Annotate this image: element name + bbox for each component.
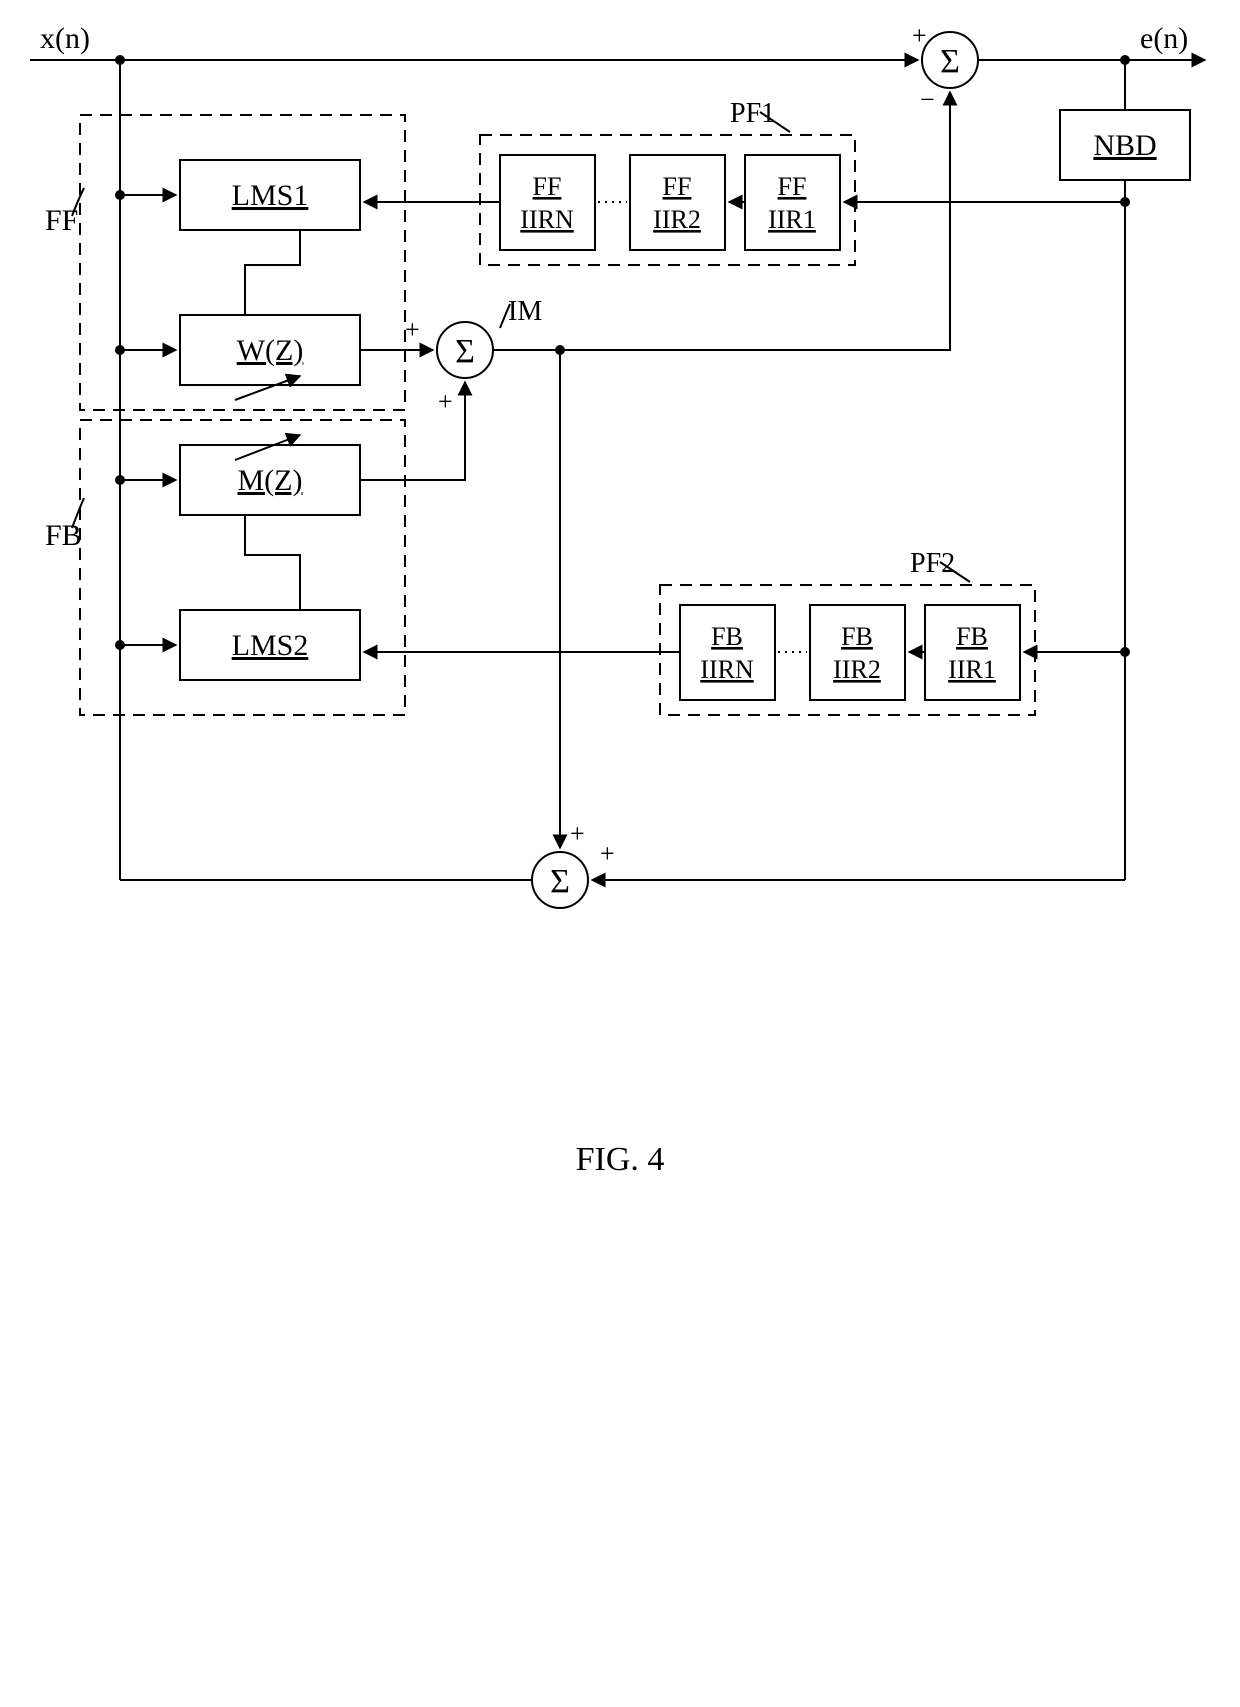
- sigma-glyph-im: Σ: [455, 333, 475, 370]
- sigma-glyph-fb: Σ: [550, 863, 570, 900]
- fb-iirn-l1: FB: [711, 622, 743, 651]
- ff-iir2-l1: FF: [663, 172, 692, 201]
- plus-fb-top: +: [570, 819, 585, 848]
- ff-iirn-block: [500, 155, 595, 250]
- ff-iir1-block: [745, 155, 840, 250]
- input-signal-label: x(n): [40, 22, 90, 55]
- ff-iir2-block: [630, 155, 725, 250]
- fb-iir1-l2: IIR1: [948, 655, 996, 684]
- pf1-label: PF1: [730, 98, 775, 129]
- lms2-label: LMS2: [232, 629, 309, 662]
- wire-mz-to-lms2: [245, 515, 300, 610]
- ff-iirn-l2: IIRN: [520, 205, 574, 234]
- plus-fb-right: +: [600, 839, 615, 868]
- fb-iirn-l2: IIRN: [700, 655, 754, 684]
- fb-iir2-l1: FB: [841, 622, 873, 651]
- tap-nbd: [1120, 55, 1130, 65]
- fb-iir2-l2: IIR2: [833, 655, 881, 684]
- pf2-label: PF2: [910, 548, 955, 579]
- output-signal-label: e(n): [1140, 22, 1188, 55]
- fb-iirn-block: [680, 605, 775, 700]
- ff-iir1-l1: FF: [778, 172, 807, 201]
- plus-main-left: +: [912, 21, 927, 50]
- wz-label: W(Z): [237, 334, 304, 367]
- fb-iir1-block: [925, 605, 1020, 700]
- fb-iir1-l1: FB: [956, 622, 988, 651]
- fb-iir2-block: [810, 605, 905, 700]
- lms1-label: LMS1: [232, 179, 309, 212]
- sigma-glyph-main: Σ: [940, 43, 960, 80]
- ff-iirn-l1: FF: [533, 172, 562, 201]
- plus-im-bottom: +: [438, 387, 453, 416]
- minus-main-bottom: −: [920, 85, 935, 114]
- mz-label: M(Z): [238, 464, 303, 497]
- im-label: IM: [508, 296, 542, 327]
- ff-iir2-l2: IIR2: [653, 205, 701, 234]
- ff-label: FF: [45, 204, 78, 237]
- ff-iir1-l2: IIR1: [768, 205, 816, 234]
- fb-label: FB: [45, 519, 82, 552]
- figure-label: FIG. 4: [576, 1141, 665, 1178]
- wire-lms1-to-wz: [245, 230, 300, 315]
- nbd-label: NBD: [1093, 129, 1156, 162]
- plus-im-left: +: [405, 315, 420, 344]
- block-diagram: x(n) Σ + − e(n) NBD FF LMS1 W(Z) FB M(Z)…: [0, 0, 1240, 1707]
